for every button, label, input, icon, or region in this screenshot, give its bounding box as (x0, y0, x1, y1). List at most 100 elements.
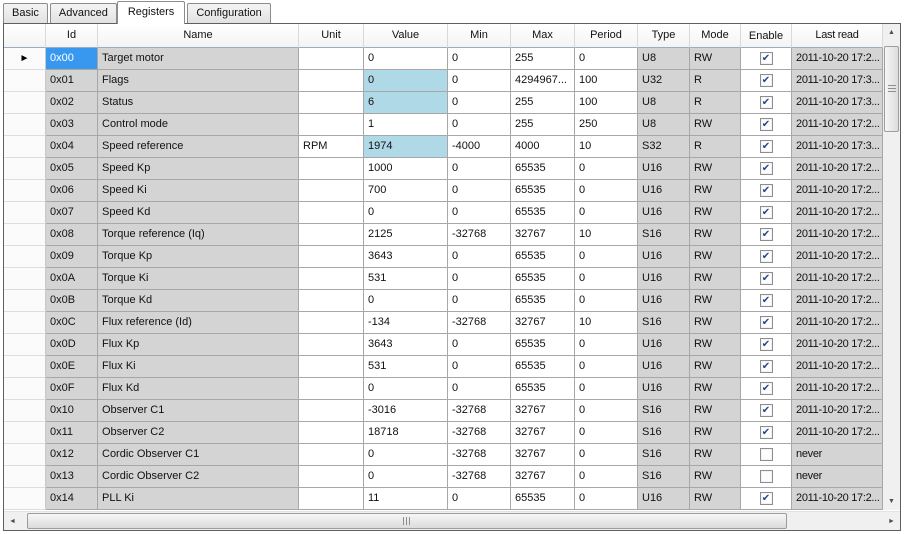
column-header-value[interactable]: Value (364, 24, 448, 48)
cell-max[interactable]: 32767 (511, 422, 575, 444)
cell-id[interactable]: 0x11 (46, 422, 98, 444)
cell-name[interactable]: Torque reference (Iq) (98, 224, 299, 246)
cell-type[interactable]: U16 (638, 378, 690, 400)
cell-type[interactable]: U16 (638, 290, 690, 312)
cell-max[interactable]: 65535 (511, 334, 575, 356)
cell-enabled[interactable]: ✔ (741, 268, 792, 290)
cell-last_read[interactable]: 2011-10-20 17:3... (792, 70, 883, 92)
cell-type[interactable]: U8 (638, 92, 690, 114)
cell-period[interactable]: 10 (575, 136, 638, 158)
cell-id[interactable]: 0x0D (46, 334, 98, 356)
enable-checkbox[interactable]: ✔ (759, 162, 773, 175)
column-header-period[interactable]: Period (575, 24, 638, 48)
cell-id[interactable]: 0x02 (46, 92, 98, 114)
cell-mode[interactable]: R (690, 92, 741, 114)
cell-value[interactable]: 531 (364, 268, 448, 290)
cell-enabled[interactable]: ✔ (741, 114, 792, 136)
cell-id[interactable]: 0x13 (46, 466, 98, 488)
cell-min[interactable]: 0 (448, 48, 511, 70)
column-header-name[interactable]: Name (98, 24, 299, 48)
cell-name[interactable]: Flux reference (Id) (98, 312, 299, 334)
row-header[interactable] (4, 378, 46, 400)
cell-last_read[interactable]: 2011-10-20 17:2... (792, 290, 883, 312)
cell-enabled[interactable]: ✔ (741, 224, 792, 246)
cell-name[interactable]: Torque Kd (98, 290, 299, 312)
cell-enabled[interactable]: ✔ (741, 422, 792, 444)
cell-max[interactable]: 65535 (511, 356, 575, 378)
cell-unit[interactable] (299, 224, 364, 246)
row-header[interactable] (4, 334, 46, 356)
cell-type[interactable]: U16 (638, 158, 690, 180)
cell-last_read[interactable]: 2011-10-20 17:2... (792, 422, 883, 444)
cell-max[interactable]: 32767 (511, 312, 575, 334)
enable-checkbox[interactable]: ✔ (759, 316, 773, 329)
cell-unit[interactable] (299, 378, 364, 400)
cell-id[interactable]: 0x00 (46, 48, 98, 70)
cell-period[interactable]: 0 (575, 422, 638, 444)
cell-value[interactable]: 0 (364, 202, 448, 224)
cell-enabled[interactable]: ✔ (741, 356, 792, 378)
cell-max[interactable]: 32767 (511, 224, 575, 246)
cell-max[interactable]: 255 (511, 48, 575, 70)
cell-min[interactable]: 0 (448, 92, 511, 114)
cell-unit[interactable] (299, 334, 364, 356)
cell-period[interactable]: 0 (575, 356, 638, 378)
cell-min[interactable]: 0 (448, 356, 511, 378)
cell-period[interactable]: 0 (575, 202, 638, 224)
cell-mode[interactable]: R (690, 136, 741, 158)
enable-checkbox[interactable]: ✔ (759, 338, 773, 351)
cell-last_read[interactable]: 2011-10-20 17:2... (792, 180, 883, 202)
cell-mode[interactable]: RW (690, 378, 741, 400)
cell-type[interactable]: U16 (638, 246, 690, 268)
cell-enabled[interactable]: ✔ (741, 158, 792, 180)
column-header-id[interactable]: Id (46, 24, 98, 48)
cell-last_read[interactable]: 2011-10-20 17:2... (792, 488, 883, 510)
cell-period[interactable]: 0 (575, 268, 638, 290)
cell-type[interactable]: S16 (638, 466, 690, 488)
cell-value[interactable]: 700 (364, 180, 448, 202)
cell-type[interactable]: S16 (638, 422, 690, 444)
cell-period[interactable]: 0 (575, 488, 638, 510)
enable-checkbox[interactable]: ✔ (759, 74, 773, 87)
cell-max[interactable]: 32767 (511, 400, 575, 422)
cell-last_read[interactable]: never (792, 466, 883, 488)
cell-id[interactable]: 0x14 (46, 488, 98, 510)
cell-min[interactable]: -32768 (448, 422, 511, 444)
cell-mode[interactable]: RW (690, 444, 741, 466)
cell-id[interactable]: 0x0A (46, 268, 98, 290)
cell-last_read[interactable]: 2011-10-20 17:2... (792, 334, 883, 356)
cell-max[interactable]: 65535 (511, 378, 575, 400)
cell-value[interactable]: 3643 (364, 246, 448, 268)
cell-period[interactable]: 0 (575, 444, 638, 466)
cell-enabled[interactable]: ✔ (741, 136, 792, 158)
vertical-scrollbar[interactable]: ▲ ▼ (883, 24, 900, 510)
cell-unit[interactable] (299, 70, 364, 92)
cell-id[interactable]: 0x0E (46, 356, 98, 378)
cell-last_read[interactable]: 2011-10-20 17:2... (792, 268, 883, 290)
cell-mode[interactable]: RW (690, 466, 741, 488)
cell-enabled[interactable]: ✔ (741, 312, 792, 334)
cell-type[interactable]: U16 (638, 268, 690, 290)
enable-checkbox[interactable] (759, 470, 773, 483)
cell-mode[interactable]: RW (690, 180, 741, 202)
cell-enabled[interactable] (741, 444, 792, 466)
tab-registers[interactable]: Registers (116, 1, 186, 24)
row-header[interactable] (4, 202, 46, 224)
cell-unit[interactable] (299, 92, 364, 114)
cell-last_read[interactable]: 2011-10-20 17:2... (792, 202, 883, 224)
cell-value[interactable]: 11 (364, 488, 448, 510)
cell-name[interactable]: PLL Ki (98, 488, 299, 510)
cell-id[interactable]: 0x04 (46, 136, 98, 158)
row-header[interactable] (4, 422, 46, 444)
cell-enabled[interactable]: ✔ (741, 48, 792, 70)
cell-min[interactable]: -32768 (448, 466, 511, 488)
cell-unit[interactable] (299, 422, 364, 444)
cell-value[interactable]: 1 (364, 114, 448, 136)
cell-last_read[interactable]: 2011-10-20 17:2... (792, 378, 883, 400)
cell-period[interactable]: 10 (575, 224, 638, 246)
cell-min[interactable]: 0 (448, 158, 511, 180)
row-header[interactable] (4, 70, 46, 92)
cell-value[interactable]: 1000 (364, 158, 448, 180)
cell-value[interactable]: -3016 (364, 400, 448, 422)
cell-type[interactable]: S16 (638, 444, 690, 466)
